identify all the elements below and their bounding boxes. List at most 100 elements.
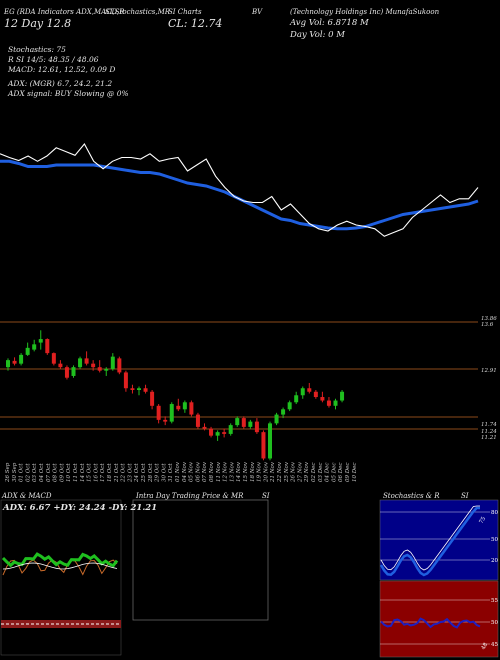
rsi-text: R SI 14/5: 48.35 / 48.06 (8, 55, 99, 64)
adx-signal-line: ADX signal: BUY Slowing @ 0% (8, 89, 129, 98)
candle-body (340, 391, 345, 401)
x-date-label: 21 Oct (114, 463, 120, 483)
candle-body (130, 388, 135, 390)
header-left: EG (RDA Indicators ADX,MACD,R (4, 8, 124, 16)
ma-line (0, 159, 479, 231)
price-level-label: 12.91 (481, 368, 497, 374)
header-day: 12 Day 12.8 (4, 17, 71, 30)
header-charts: SI Charts (168, 8, 202, 16)
candle-body (274, 414, 279, 424)
x-date-label: 08 Oct (53, 463, 59, 482)
candle-body (123, 372, 128, 389)
candle-body (320, 397, 325, 401)
x-date-label: 30 Oct (161, 463, 167, 482)
candle-body (268, 423, 272, 459)
candle-body (104, 368, 109, 371)
candle-body (254, 421, 259, 433)
x-date-label: 04 Nov (182, 461, 188, 482)
header-code: BV (252, 8, 262, 16)
adx-panel-title: ADX & MACD (2, 492, 52, 500)
candle-body (45, 339, 50, 354)
day-value: 12.8 (46, 17, 72, 30)
candle-body (307, 388, 312, 392)
x-date-label: 04 Oct (39, 463, 45, 482)
stochastics-text: Stochastics: 75 (8, 45, 66, 54)
minus-di-line (2, 562, 118, 570)
candle-body (326, 400, 331, 406)
candle-body (137, 388, 141, 390)
x-date-label: 25 Nov (284, 461, 290, 483)
intraday-title-text: Intra Day Trading Price & MR (136, 492, 244, 500)
stochastics-line: Stochastics: 75 (8, 45, 66, 54)
x-date-label: 02 Oct (25, 463, 31, 482)
x-date-label: 15 Nov (243, 461, 249, 482)
candle-body (38, 339, 43, 343)
x-date-label: 29 Nov (304, 461, 310, 483)
day-volume-label: Day Vol: 0 M (290, 30, 345, 40)
stoch-title-text-2: SI (461, 492, 469, 500)
adx-panel-title-text: ADX & MACD (2, 492, 52, 500)
price-level-label: 13.6 (481, 322, 494, 328)
intraday-panel-title-2: SI (262, 492, 270, 500)
x-date-label: 12 Nov (223, 461, 229, 482)
candle-body (294, 395, 299, 403)
candle-body (150, 391, 155, 406)
macd-line: MACD: 12.61, 12.52, 0.09 D (8, 65, 115, 74)
avg-volume: Avg Vol: 6.8718 M (290, 18, 369, 28)
x-date-label: 27 Nov (297, 461, 303, 483)
stoch-d-line (379, 506, 480, 577)
x-date-label: 26 Sep (5, 462, 11, 483)
x-date-label: 18 Oct (107, 463, 113, 482)
x-date-label: 15 Oct (87, 463, 93, 482)
candle-body (97, 367, 102, 371)
candle-body (281, 409, 286, 415)
candle-body (333, 400, 338, 406)
stoch-level-label: 20 (491, 558, 498, 564)
x-date-label: 19 Nov (257, 461, 263, 482)
x-date-label: 10 Oct (66, 463, 72, 482)
day-label: 12 Day (4, 17, 47, 30)
candle-body (300, 388, 305, 396)
x-date-label: 11 Nov (216, 461, 222, 482)
x-date-label: 01 Nov (175, 461, 181, 482)
close-price: CL: 12.74 (168, 17, 222, 30)
header-indicators-cont: SI,Stochastics,MR (105, 8, 171, 16)
candle-body (51, 353, 56, 364)
rsi-panel (379, 580, 499, 658)
candle-body (176, 405, 181, 410)
x-date-label: 04 Dec (325, 463, 331, 483)
header-charts-label: SI Charts (168, 8, 202, 16)
stoch-panel-title: Stochastics & R (383, 492, 440, 500)
x-date-label: 25 Oct (141, 463, 147, 483)
price-level-label: 13.86 (481, 316, 497, 322)
x-date-label: 14 Nov (236, 461, 242, 482)
candle-body (143, 388, 148, 392)
avg-volume-label: Avg Vol: 6.8718 M (290, 18, 369, 28)
close-price-label: CL: 12.74 (168, 17, 223, 30)
x-date-label: 23 Oct (127, 463, 133, 483)
x-date-label: 13 Nov (229, 461, 235, 482)
candle-body (12, 360, 17, 364)
stoch-level-label: 50 (491, 537, 498, 543)
header-company-label: (Technology Holdings Inc) MunafaSukoon (290, 8, 440, 16)
x-date-label: 02 Dec (311, 463, 317, 483)
header-company: (Technology Holdings Inc) MunafaSukoon (290, 8, 439, 16)
adx-signal-text: ADX signal: BUY Slowing @ 0% (8, 89, 129, 98)
adx-line (2, 559, 118, 576)
stochastics-panel (379, 499, 499, 581)
header-code-label: BV (252, 8, 263, 16)
adx-values: ADX: 6.67 +DY: 24.24 -DY: 21.21 (3, 503, 157, 513)
stoch-title-text: Stochastics & R (383, 492, 440, 500)
intraday-panel (132, 499, 269, 621)
candle-body (209, 428, 214, 436)
candle-body (78, 358, 83, 368)
price-level-label: 11.74 (481, 422, 497, 428)
price-line (0, 143, 479, 237)
rsi-level-label: 55 (491, 598, 498, 604)
x-date-label: 22 Oct (121, 463, 127, 483)
macd-text: MACD: 12.61, 12.52, 0.09 D (8, 65, 116, 74)
rsi-value-label: 48 (481, 642, 490, 651)
candle-body (222, 432, 227, 434)
candle-body (261, 432, 266, 459)
x-date-label: 26 Nov (291, 461, 297, 483)
